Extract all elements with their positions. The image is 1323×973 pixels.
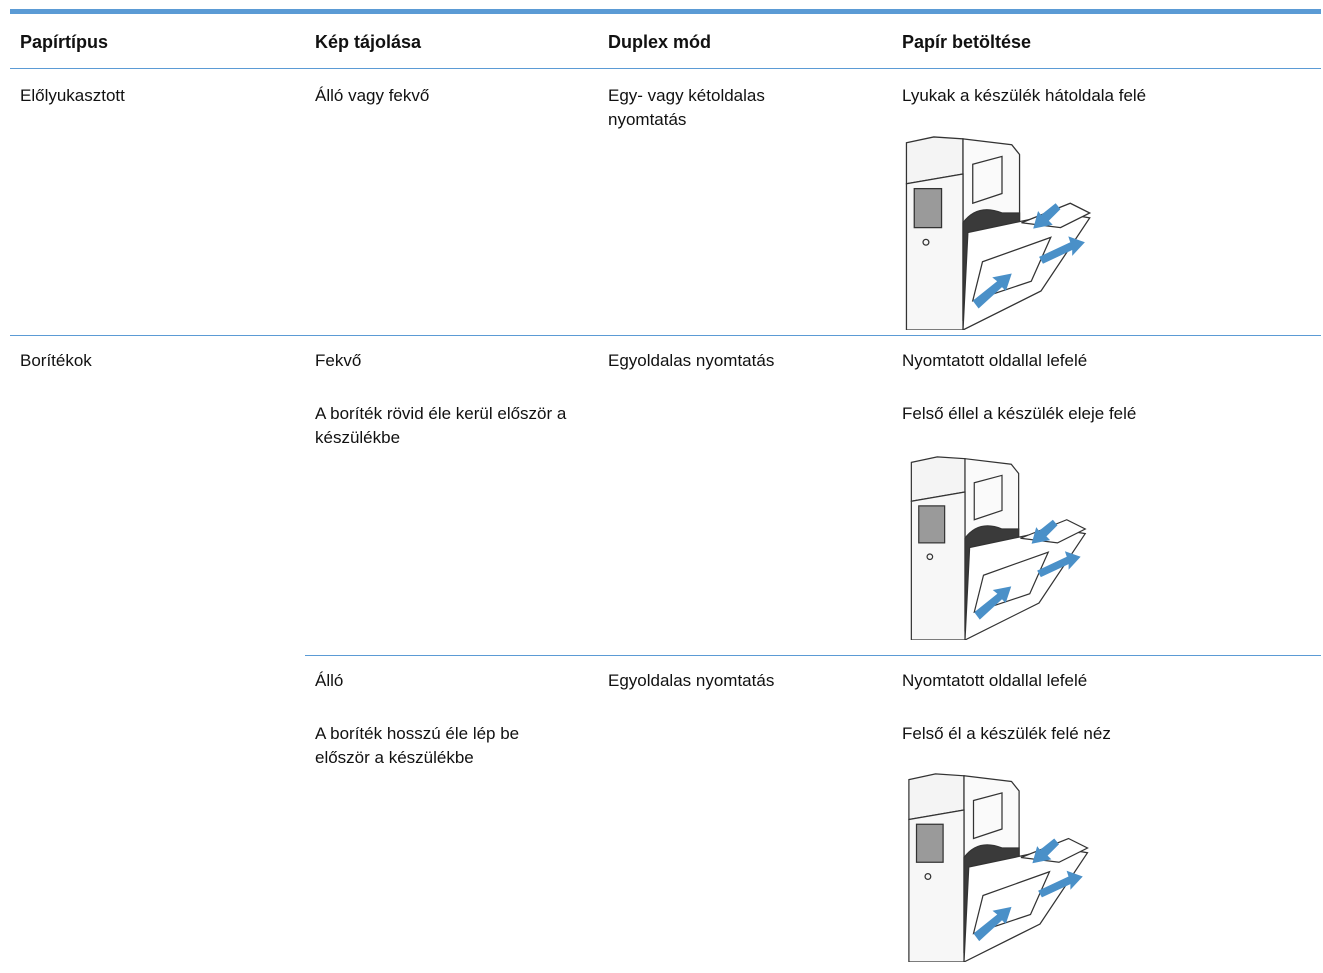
printer-illustration bbox=[908, 773, 1089, 962]
header-cell: Papírtípus bbox=[20, 32, 109, 52]
cell: Álló vagy fekvő bbox=[315, 86, 430, 105]
cell: Felső él a készülék felé néz bbox=[902, 724, 1111, 743]
cell: A boríték rövid éle kerül először a kész… bbox=[315, 404, 567, 447]
row-rule bbox=[305, 655, 1321, 656]
header-cell: Kép tájolása bbox=[315, 32, 422, 52]
header-cell: Papír betöltése bbox=[902, 32, 1032, 52]
cell: Nyomtatott oldallal lefelé bbox=[902, 671, 1088, 690]
cell: Álló bbox=[315, 671, 344, 690]
header-rule bbox=[10, 68, 1321, 69]
cell: Egyoldalas nyomtatás bbox=[608, 671, 775, 690]
cell: Borítékok bbox=[20, 351, 92, 370]
cell: A boríték hosszú éle lép be először a ké… bbox=[315, 724, 520, 767]
top-rule bbox=[10, 9, 1321, 14]
printer-illustration bbox=[905, 136, 1091, 330]
printer-illustration bbox=[910, 456, 1086, 640]
cell: Felső éllel a készülék eleje felé bbox=[902, 404, 1137, 423]
cell: Lyukak a készülék hátoldala felé bbox=[902, 86, 1147, 105]
row-rule bbox=[10, 335, 1321, 336]
cell: Nyomtatott oldallal lefelé bbox=[902, 351, 1088, 370]
cell: Fekvő bbox=[315, 351, 362, 370]
header-cell: Duplex mód bbox=[608, 32, 712, 52]
cell: Egy- vagy kétoldalas nyomtatás bbox=[608, 86, 765, 129]
cell: Előlyukasztott bbox=[20, 86, 125, 105]
cell: Egyoldalas nyomtatás bbox=[608, 351, 775, 370]
